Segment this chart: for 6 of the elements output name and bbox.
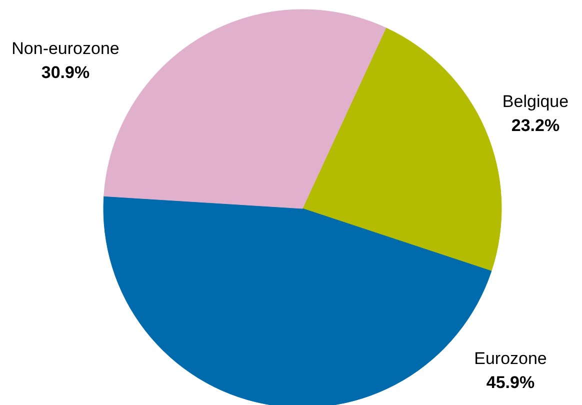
data-label: 23.2% xyxy=(511,116,560,135)
data-label: 45.9% xyxy=(486,373,535,392)
slice-label: Belgique xyxy=(502,92,569,111)
slice-label: Eurozone xyxy=(474,349,547,368)
data-label: 30.9% xyxy=(41,63,90,82)
slice-label: Non-eurozone xyxy=(12,39,120,58)
